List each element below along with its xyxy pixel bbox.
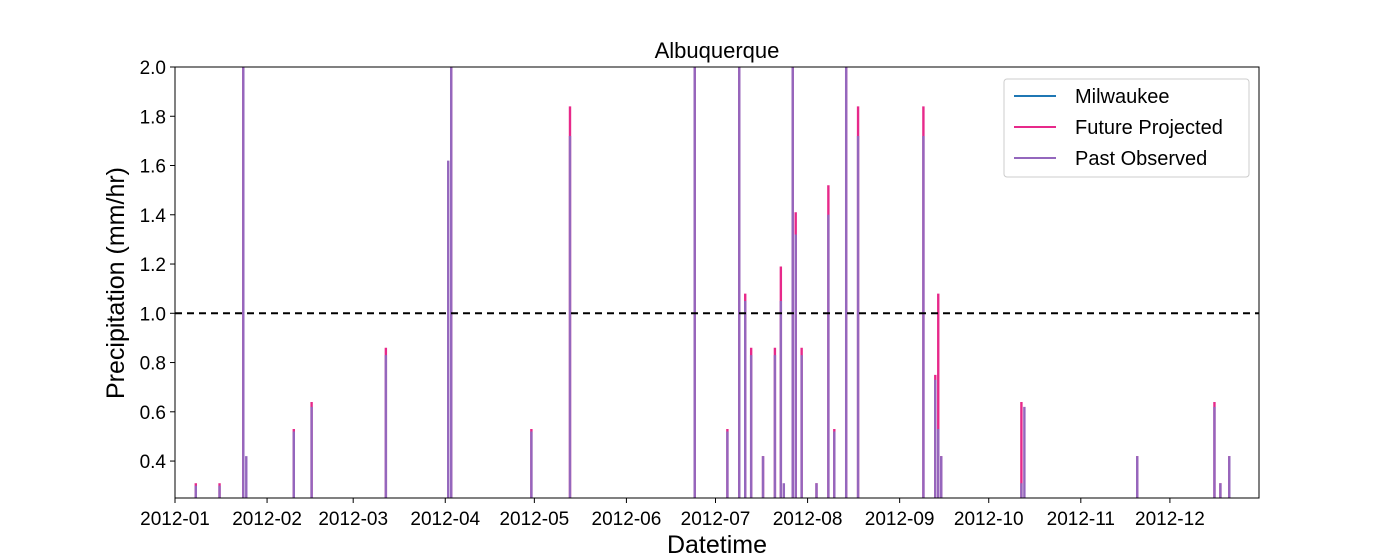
y-tick-label: 1.8 (140, 107, 166, 128)
x-tick-label: 2012-11 (1047, 509, 1115, 530)
legend-label-future-projected: Future Projected (1075, 117, 1223, 139)
plot-frame (174, 66, 1260, 499)
y-axis-title: Precipitation (mm/hr) (102, 167, 130, 399)
x-axis-ticks: 2012-01 2012-02 2012-03 2012-04 2012-05 2012-… (140, 498, 1205, 530)
x-tick-label: 2012-06 (592, 509, 662, 530)
legend-entry-past-observed: Past Observed (1014, 148, 1207, 170)
y-axis-ticks: 0.4 0.6 0.8 1.0 1.2 1.4 1.6 1.8 2.0 (140, 58, 175, 473)
legend-label-past-observed: Past Observed (1075, 148, 1207, 170)
chart-title: Albuquerque (655, 38, 780, 63)
y-tick-label: 0.4 (140, 452, 167, 473)
y-tick-label: 1.0 (140, 304, 166, 325)
legend-entry-milwaukee: Milwaukee (1014, 86, 1169, 108)
x-tick-label: 2012-01 (140, 509, 210, 530)
y-tick-label: 2.0 (140, 58, 166, 79)
y-tick-label: 1.2 (140, 255, 166, 276)
legend: Milwaukee Future Projected Past Observed (1003, 78, 1250, 178)
y-tick-label: 1.4 (140, 206, 167, 227)
x-tick-label: 2012-08 (773, 509, 843, 530)
x-tick-label: 2012-07 (681, 509, 751, 530)
x-tick-label: 2012-12 (1135, 509, 1205, 530)
x-tick-label: 2012-09 (865, 509, 935, 530)
x-tick-label: 2012-10 (954, 509, 1024, 530)
legend-box (1003, 78, 1250, 178)
legend-label-milwaukee: Milwaukee (1075, 86, 1169, 108)
x-tick-label: 2012-05 (499, 509, 569, 530)
y-tick-label: 0.6 (140, 403, 166, 424)
series-layer (194, 67, 1231, 498)
x-tick-label: 2012-04 (410, 509, 480, 530)
x-tick-label: 2012-03 (318, 509, 388, 530)
x-tick-label: 2012-02 (232, 509, 302, 530)
y-tick-label: 1.6 (140, 157, 166, 178)
legend-entry-future-projected: Future Projected (1014, 117, 1223, 139)
y-tick-label: 0.8 (140, 354, 166, 375)
x-axis-title: Datetime (667, 531, 767, 559)
series-past-observed (194, 67, 1231, 498)
